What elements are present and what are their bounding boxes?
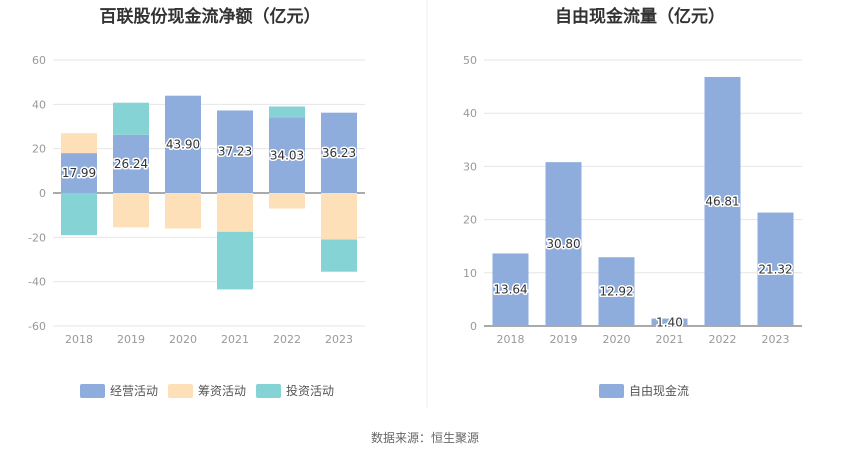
y-tick-label: 40	[32, 98, 46, 111]
right-chart-title: 自由现金流量（亿元）	[555, 6, 725, 27]
y-tick-label: 40	[463, 107, 477, 120]
bar-operating-2020[interactable]	[165, 95, 201, 193]
y-tick-label: -40	[28, 276, 46, 289]
bar-operating-2019[interactable]	[113, 134, 149, 193]
data-label: 36.23	[322, 146, 356, 160]
x-tick-label: 2022	[273, 333, 301, 346]
data-label: 13.64	[493, 283, 527, 297]
legend-label-investing[interactable]: 投资活动	[286, 383, 334, 398]
bar-operating-2023[interactable]	[321, 112, 357, 193]
bar-financing-2019[interactable]	[113, 193, 149, 228]
y-tick-label: 60	[32, 54, 46, 67]
bar-operating-2021[interactable]	[217, 110, 253, 193]
x-tick-label: 2020	[169, 333, 197, 346]
y-tick-label: 20	[32, 143, 46, 156]
legend-label-fcf[interactable]: 自由现金流	[629, 383, 689, 398]
legend-swatch-financing[interactable]	[168, 384, 193, 398]
bar-investing-2018[interactable]	[61, 193, 97, 236]
left-bars	[61, 95, 357, 290]
bar-financing-2023[interactable]	[321, 193, 357, 240]
right-gridlines	[484, 59, 802, 327]
x-tick-label: 2023	[325, 333, 353, 346]
legend-swatch-operating[interactable]	[80, 384, 105, 398]
x-tick-label: 2019	[117, 333, 145, 346]
data-label: 43.90	[166, 137, 200, 151]
left-chart-title: 百联股份现金流净额（亿元）	[100, 6, 321, 27]
data-label: 26.24	[114, 157, 148, 171]
bar-investing-2023[interactable]	[321, 239, 357, 272]
left-y-axis: 60 40 20 0 -20 -40 -60	[28, 54, 46, 333]
data-source: 数据来源：恒生聚源	[371, 430, 479, 445]
data-label: 17.99	[62, 166, 96, 180]
bar-investing-2019[interactable]	[113, 102, 149, 135]
data-label: 21.32	[758, 262, 792, 276]
legend-swatch-investing[interactable]	[256, 384, 281, 398]
x-tick-label: 2018	[497, 333, 525, 346]
bar-fcf-2020[interactable]	[598, 257, 635, 326]
y-tick-label: 10	[463, 267, 477, 280]
data-label: 30.80	[546, 237, 580, 251]
left-gridlines	[53, 59, 365, 327]
x-tick-label: 2018	[65, 333, 93, 346]
bar-financing-2020[interactable]	[165, 193, 201, 229]
bar-investing-2021[interactable]	[217, 231, 253, 290]
y-tick-label: 20	[463, 214, 477, 227]
x-tick-label: 2020	[603, 333, 631, 346]
y-tick-label: -20	[28, 231, 46, 244]
bar-fcf-2022[interactable]	[704, 76, 741, 327]
bar-operating-2018[interactable]	[61, 153, 97, 193]
legend-label-operating[interactable]: 经营活动	[110, 384, 158, 398]
y-tick-label: 0	[470, 320, 477, 333]
bar-financing-2018[interactable]	[61, 133, 97, 154]
bar-fcf-2021[interactable]	[651, 318, 688, 326]
right-legend: 自由现金流	[599, 383, 689, 398]
legend-label-financing[interactable]: 筹资活动	[198, 384, 246, 398]
x-tick-label: 2021	[221, 333, 249, 346]
right-x-axis: 2018 2019 2020 2021 2022 2023	[497, 333, 790, 346]
right-bars	[492, 76, 794, 327]
x-tick-label: 2022	[709, 333, 737, 346]
bar-fcf-2023[interactable]	[757, 212, 794, 326]
x-tick-label: 2023	[762, 333, 790, 346]
y-tick-label: 50	[463, 54, 477, 67]
bar-fcf-2018[interactable]	[492, 253, 529, 326]
x-tick-label: 2019	[550, 333, 578, 346]
data-label: 1.40	[656, 315, 683, 329]
y-tick-label: 0	[39, 187, 46, 200]
bar-fcf-2019[interactable]	[545, 162, 582, 326]
left-legend: 经营活动 筹资活动 投资活动	[80, 383, 334, 398]
y-tick-label: -60	[28, 320, 46, 333]
bar-financing-2021[interactable]	[217, 193, 253, 232]
data-label: 34.03	[270, 148, 304, 162]
right-data-labels: 13.64 30.80 12.92 1.40 46.81 21.32	[492, 193, 794, 331]
bar-investing-2022[interactable]	[269, 106, 305, 118]
legend-swatch-fcf[interactable]	[599, 384, 624, 398]
right-y-axis: 50 40 30 20 10 0	[463, 54, 477, 333]
data-label: 12.92	[599, 285, 633, 299]
left-data-labels: 17.99 26.24 43.90 37.23 34.03 36.23	[60, 136, 357, 182]
bar-financing-2022[interactable]	[269, 193, 305, 209]
x-tick-label: 2021	[656, 333, 684, 346]
data-label: 46.81	[705, 194, 739, 208]
y-tick-label: 30	[463, 160, 477, 173]
data-label: 37.23	[218, 145, 252, 159]
bar-operating-2022[interactable]	[269, 117, 305, 193]
left-x-axis: 2018 2019 2020 2021 2022 2023	[65, 333, 353, 346]
